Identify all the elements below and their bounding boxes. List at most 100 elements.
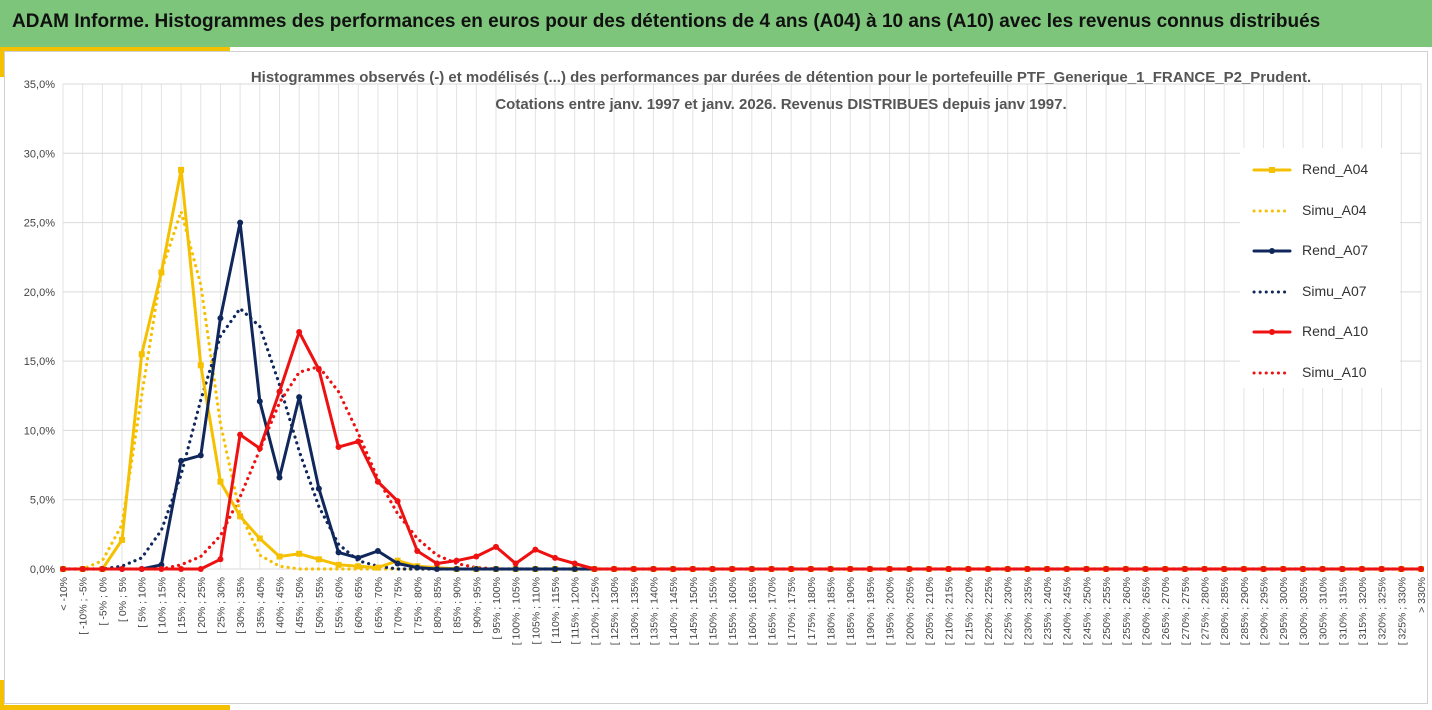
data-point	[394, 560, 401, 567]
data-point	[276, 388, 283, 395]
y-tick-label: 20,0%	[24, 287, 55, 299]
data-point	[1004, 566, 1011, 572]
data-point	[473, 566, 480, 572]
legend-item-simu-a04: Simu_A04	[1252, 201, 1402, 221]
data-point	[256, 535, 263, 542]
data-point	[197, 362, 204, 369]
data-point	[197, 452, 204, 459]
data-point	[1260, 566, 1267, 572]
data-point	[1280, 566, 1287, 572]
series-simu-a07	[61, 306, 1423, 571]
data-point	[1024, 566, 1031, 572]
legend-item-rend-a07: Rend_A07	[1252, 241, 1402, 261]
data-point	[217, 556, 224, 563]
data-point	[119, 566, 126, 572]
data-point	[453, 557, 460, 564]
data-point	[552, 554, 559, 561]
data-point	[571, 560, 578, 567]
x-tick-label: [ 145% ; 150%	[688, 577, 700, 645]
data-point	[788, 566, 795, 572]
series-line	[61, 221, 1423, 571]
data-point	[492, 566, 499, 572]
axis-tick-labels: 0,0% 5,0% 10,0% 15,0% 20,0% 25,0% 30,0% 35,0% < …	[24, 79, 1428, 645]
x-tick-label: [ 270% ; 275%	[1180, 577, 1192, 645]
x-tick-label: [ 160% ; 165%	[747, 577, 759, 645]
legend-label: Simu_A07	[1302, 282, 1367, 299]
legend-label: Rend_A10	[1302, 323, 1369, 339]
data-point	[414, 547, 421, 554]
x-tick-label: [ 60% ; 65%	[353, 577, 365, 634]
accent-bar-top	[0, 47, 230, 51]
data-point	[1339, 566, 1346, 572]
data-point	[1063, 566, 1070, 572]
legend-swatch	[1252, 167, 1292, 173]
data-point	[296, 329, 303, 336]
x-tick-label: [ 290% ; 295%	[1259, 577, 1271, 645]
data-point	[138, 566, 145, 572]
legend-swatch	[1252, 290, 1292, 293]
x-tick-label: [ 85% ; 90%	[452, 577, 464, 634]
data-point	[99, 566, 106, 572]
data-point	[315, 366, 322, 373]
y-tick-label: 10,0%	[24, 425, 55, 437]
legend-item-rend-a10: Rend_A10	[1252, 322, 1402, 342]
data-point	[709, 566, 716, 572]
x-tick-label: [ 235% ; 240%	[1042, 577, 1054, 645]
data-point	[1044, 566, 1051, 572]
chart-frame	[4, 51, 1428, 704]
x-tick-label: < -10%	[58, 577, 70, 611]
legend-label: Simu_A04	[1302, 201, 1367, 218]
x-tick-label: [ 80% ; 85%	[432, 577, 444, 634]
x-tick-label: [ 185% ; 190%	[845, 577, 857, 645]
x-tick-label: [ 200% ; 205%	[904, 577, 916, 645]
x-tick-label: [ 10% ; 15%	[156, 577, 168, 634]
data-point	[1299, 566, 1306, 572]
data-point	[178, 166, 185, 173]
x-tick-label: [ 305% ; 310%	[1318, 577, 1330, 645]
data-point	[1162, 566, 1169, 572]
legend-swatch	[1252, 209, 1292, 212]
data-point	[985, 566, 992, 572]
data-point	[807, 566, 814, 572]
data-point	[906, 566, 913, 572]
series-group	[60, 166, 1424, 572]
x-tick-label: [ 135% ; 140%	[648, 577, 660, 645]
x-tick-label: [ 90% ; 95%	[471, 577, 483, 634]
x-tick-label: [ 30% ; 35%	[235, 577, 247, 634]
x-tick-label: [ 65% ; 70%	[373, 577, 385, 634]
data-point	[433, 566, 440, 572]
data-point	[158, 269, 165, 276]
data-point	[138, 351, 145, 358]
x-tick-label: [ 155% ; 160%	[727, 577, 739, 645]
x-tick-label: [ 325% ; 330%	[1396, 577, 1408, 645]
data-point	[1103, 566, 1110, 572]
legend-label: Simu_A10	[1302, 363, 1367, 380]
data-point	[355, 438, 362, 445]
x-tick-label: [ 245% ; 250%	[1081, 577, 1093, 645]
y-tick-label: 25,0%	[24, 218, 55, 230]
x-tick-label: [ 150% ; 155%	[707, 577, 719, 645]
data-point	[1378, 566, 1385, 572]
series-line	[61, 365, 1423, 571]
data-point	[217, 478, 224, 485]
x-tick-label: [ 210% ; 215%	[944, 577, 956, 645]
data-point	[1083, 566, 1090, 572]
legend-swatch	[1252, 329, 1292, 335]
x-tick-label: [ 255% ; 260%	[1121, 577, 1133, 645]
legend-item-simu-a07: Simu_A07	[1252, 282, 1402, 302]
series-line	[61, 168, 1423, 571]
data-point	[237, 513, 244, 520]
x-tick-label: [ 190% ; 195%	[865, 577, 877, 645]
series-simu-a10	[61, 365, 1423, 571]
series-line	[61, 209, 1423, 571]
data-point	[119, 536, 126, 543]
data-point	[748, 566, 755, 572]
banner-title: ADAM Informe. Histogrammes des performan…	[12, 11, 1321, 32]
x-tick-label: [ 105% ; 110%	[530, 577, 542, 645]
data-point	[335, 444, 342, 451]
data-point	[1418, 566, 1424, 572]
x-tick-label: [ 205% ; 210%	[924, 577, 936, 645]
data-point	[886, 566, 893, 572]
legend-swatch	[1252, 248, 1292, 254]
banner: ADAM Informe. Histogrammes des performan…	[0, 0, 1432, 47]
